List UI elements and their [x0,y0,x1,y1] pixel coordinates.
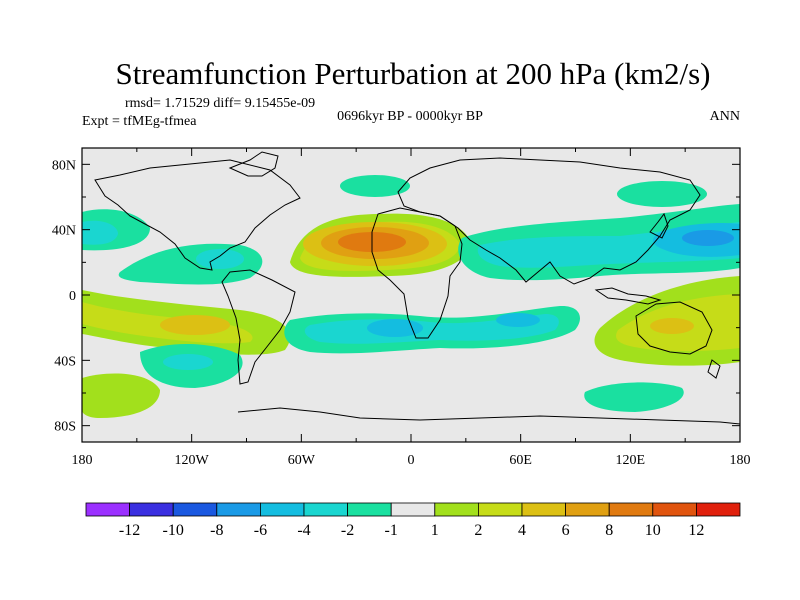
lon-axis: 180 120W 60W 0 60E 120E 180 [72,148,751,468]
period-label: 0696kyr BP - 0000kyr BP [337,109,483,124]
colorbar-swatch [521,502,566,517]
colorbar-swatch [347,502,392,517]
colorbar-label: 1 [431,522,439,539]
experiment-label: Expt = tfMEg-tfmea [82,114,197,129]
colorbar-swatch [216,502,261,517]
colorbar-label: 10 [645,522,661,539]
lat-tick-label: 80N [52,158,76,173]
map-field [82,148,740,442]
colorbar-swatch [608,502,654,517]
new-zealand-outline [707,359,721,379]
eurasia-outline [397,157,701,285]
coastlines [94,151,740,425]
north-america-outline [94,159,301,271]
colorbar-swatch [652,502,697,517]
colorbar-label: 8 [605,522,613,539]
lat-tick-label: 0 [69,289,76,304]
lon-tick-label: 120W [175,453,210,468]
south-pacific-high [82,290,290,355]
colorbar-label: -4 [297,522,310,539]
colorbar-swatch [303,502,348,517]
south-pacific-high-west [82,373,160,418]
lat-tick-label: 80S [54,420,76,435]
colorbar-swatch [565,502,610,517]
stats-text: rmsd= 1.71529 diff= 9.15455e-09 [125,96,315,111]
japan-outline [649,212,669,239]
colorbar-label: -6 [254,522,267,539]
colorbar-label: 12 [688,522,704,539]
colorbar-label: -12 [119,522,140,539]
lon-tick-label: 180 [730,453,751,468]
lon-tick-label: 120E [616,453,646,468]
greenland-outline [228,151,279,177]
colorbar-swatch [85,502,130,517]
colorbar-swatch [259,502,305,517]
north-pacific-dateline-low [82,209,150,251]
colorbar-label: 4 [518,522,526,539]
colorbar-swatch [172,502,218,517]
lon-tick-label: 180 [72,453,93,468]
colorbar: -12 -10 -8 -6 -4 -2 -1 1 2 4 6 8 10 12 [85,502,741,539]
season-label: ANN [710,109,740,124]
chart-title: Streamfunction Perturbation at 200 hPa (… [116,56,711,91]
north-asia-low [458,204,740,281]
lon-tick-label: 60W [288,453,316,468]
central-atlantic-low [118,243,263,285]
colorbar-swatch [434,502,479,517]
colorbar-label: -1 [385,522,398,539]
south-america-outline [221,269,296,385]
aleutian-low [617,181,707,207]
indonesia-outline [594,287,662,305]
southeast-pacific-low [140,344,243,388]
colorbar-swatch [696,502,741,517]
colorbar-label: -10 [163,522,184,539]
antarctica-outline [237,407,740,425]
southern-ocean-low [584,382,684,412]
colorbar-swatch [129,502,174,517]
lat-tick-label: 40N [52,224,76,239]
north-atlantic-subpolar-low [340,175,410,197]
lat-tick-label: 40S [54,354,76,369]
north-atlantic-high [290,213,471,277]
colorbar-label: 6 [562,522,570,539]
colorbar-swatch [477,502,523,517]
colorbar-label: 2 [474,522,482,539]
colorbar-swatch [390,502,436,517]
australia-outline [635,301,713,355]
south-atlantic-low [284,305,580,354]
lon-tick-label: 60E [509,453,532,468]
lat-axis: 80N 40N 0 40S 80S [52,158,740,435]
colorbar-label: -2 [341,522,354,539]
colorbar-label: -8 [210,522,223,539]
lon-tick-label: 0 [408,453,415,468]
